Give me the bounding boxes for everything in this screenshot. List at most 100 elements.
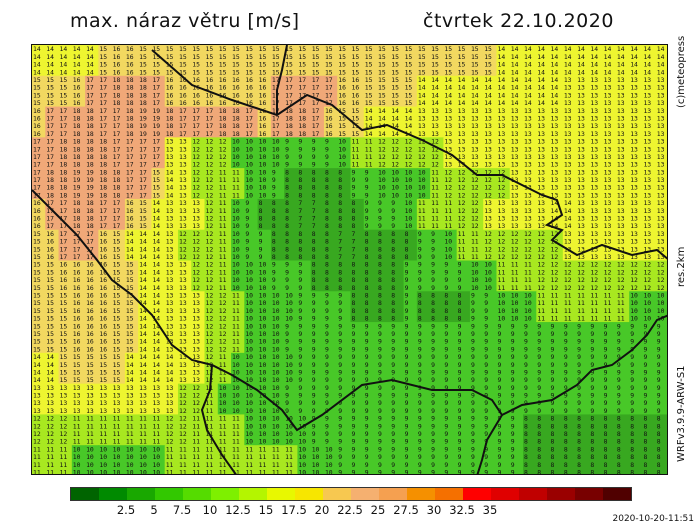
gust-value: 14 — [33, 353, 41, 361]
gust-value: 17 — [192, 114, 200, 122]
gust-cell — [615, 75, 630, 85]
gust-value: 14 — [471, 76, 479, 84]
gust-cell — [403, 445, 418, 454]
gust-cell — [244, 368, 259, 377]
gust-value: 15 — [60, 91, 68, 99]
gust-cell — [523, 91, 537, 100]
gust-cell — [270, 422, 285, 431]
gust-value: 17 — [126, 138, 134, 146]
gust-cell — [177, 129, 192, 138]
gust-value: 12 — [219, 153, 227, 161]
gust-value: 9 — [298, 376, 302, 384]
gust-value: 9 — [418, 261, 422, 269]
gust-cell — [164, 437, 179, 446]
gust-cell — [629, 60, 644, 69]
gust-cell — [589, 229, 604, 239]
gust-cell — [403, 137, 418, 146]
gust-cell — [217, 468, 232, 474]
gust-cell — [549, 152, 564, 162]
gust-value: 9 — [604, 384, 608, 392]
gust-cell — [536, 206, 551, 215]
gust-cell — [629, 222, 644, 231]
gust-value: 18 — [285, 130, 293, 138]
gust-cell — [297, 237, 312, 246]
gust-value: 18 — [73, 114, 81, 122]
gust-cell — [111, 68, 126, 77]
gust-value: 14 — [33, 61, 41, 69]
gust-cell — [270, 275, 285, 285]
gust-cell — [270, 452, 285, 462]
gust-cell — [244, 391, 259, 400]
gust-value: 12 — [179, 230, 187, 238]
gust-cell — [310, 98, 325, 108]
gust-cell — [443, 83, 458, 92]
gust-value: 13 — [643, 253, 651, 261]
gust-cell — [390, 260, 405, 269]
gust-cell — [177, 245, 192, 254]
gust-cell — [138, 252, 153, 262]
gust-cell — [98, 245, 113, 254]
gust-value: 13 — [630, 91, 638, 99]
gust-value: 9 — [537, 322, 541, 330]
gust-value: 10 — [219, 407, 227, 415]
gust-value: 13 — [471, 145, 479, 153]
gust-value: 13 — [537, 222, 545, 230]
gust-value: 13 — [657, 168, 665, 176]
gust-value: 11 — [497, 268, 505, 276]
gust-cell — [655, 360, 667, 369]
gust-cell — [58, 452, 73, 462]
gust-cell — [536, 245, 551, 254]
gust-value: 10 — [232, 368, 240, 376]
gust-cell — [483, 75, 498, 85]
gust-value: 16 — [179, 91, 187, 99]
gust-cell — [85, 137, 99, 146]
gust-value: 9 — [418, 230, 422, 238]
gust-value: 15 — [33, 253, 41, 261]
gust-cell — [164, 337, 179, 346]
gust-value: 15 — [113, 307, 121, 315]
gust-value: 8 — [325, 215, 329, 223]
gust-value: 15 — [418, 45, 426, 53]
gust-cell — [204, 460, 219, 469]
gust-value: 11 — [431, 222, 439, 230]
gust-value: 17 — [139, 145, 147, 153]
gust-cell — [177, 222, 192, 231]
gust-value: 16 — [219, 84, 227, 92]
gust-cell — [244, 237, 259, 246]
gust-cell — [297, 314, 312, 323]
gust-cell — [191, 414, 206, 423]
gust-value: 10 — [338, 145, 346, 153]
gust-value: 12 — [484, 238, 492, 246]
gust-cell — [363, 399, 378, 408]
gust-cell — [509, 375, 524, 385]
gust-cell — [244, 160, 259, 169]
gust-cell — [111, 145, 126, 154]
gust-value: 14 — [643, 61, 651, 69]
gust-cell — [509, 137, 524, 146]
gust-value: 11 — [617, 307, 625, 315]
gust-value: 9 — [338, 368, 342, 376]
gust-cell — [45, 375, 60, 385]
gust-cell — [350, 298, 365, 308]
gust-value: 13 — [497, 138, 505, 146]
gust-cell — [323, 229, 338, 239]
gust-cell — [58, 45, 73, 54]
gust-cell — [45, 414, 60, 423]
gust-cell — [629, 206, 644, 215]
gust-cell — [138, 298, 153, 308]
gust-cell — [217, 145, 232, 154]
gust-value: 13 — [431, 122, 439, 130]
gust-cell — [45, 429, 60, 439]
gust-cell — [562, 175, 577, 185]
gust-cell — [151, 68, 166, 77]
gust-value: 16 — [206, 84, 214, 92]
gust-cell — [655, 329, 667, 339]
gust-cell — [496, 91, 511, 100]
gust-cell — [217, 168, 232, 177]
gust-cell — [629, 252, 644, 262]
gust-cell — [642, 137, 657, 146]
gust-value: 9 — [391, 368, 395, 376]
gust-cell — [377, 83, 391, 92]
gust-cell — [642, 60, 657, 69]
gust-cell — [443, 368, 458, 377]
